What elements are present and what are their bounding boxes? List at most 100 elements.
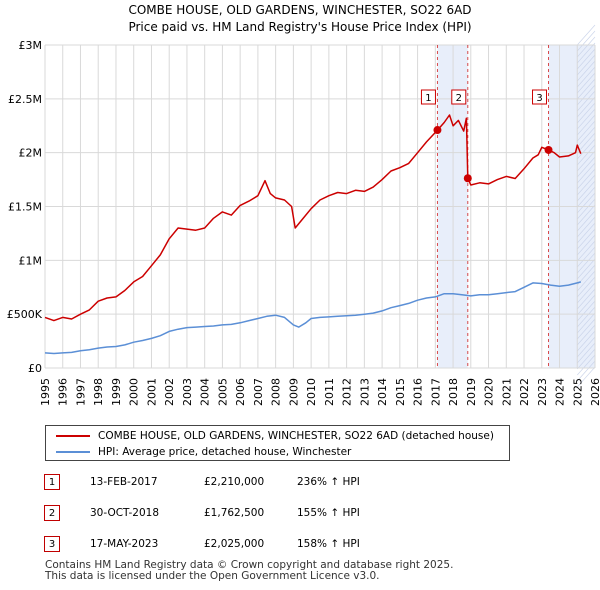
hatch-line [577,318,596,340]
hatch-line [577,204,596,226]
hatch-line [577,360,596,382]
hatch-line [577,228,596,250]
sale-points [433,126,553,183]
transaction-hpi: 236% ↑ HPI [297,476,360,488]
x-tick-label: 2010 [305,378,318,406]
hatch-line [577,234,596,256]
x-tick-label: 1996 [57,378,70,406]
chart-title: COMBE HOUSE, OLD GARDENS, WINCHESTER, SO… [128,3,471,17]
x-tick-label: 2024 [554,378,567,406]
x-tick-label: 2026 [589,378,600,406]
x-tick-label: 2002 [163,378,176,406]
x-tick-label: 2016 [412,378,425,406]
x-tick-label: 2005 [216,378,229,406]
hatch-line [577,330,596,352]
y-tick-label: £500K [7,308,43,321]
hatch-line [577,96,596,118]
hatch-line [577,120,596,142]
transaction-price: £2,210,000 [204,476,265,488]
hatch-line [577,258,596,280]
hatch-line [577,138,596,160]
transaction-price: £1,762,500 [204,507,265,519]
hatch-line [577,324,596,346]
x-tick-label: 2019 [465,378,478,406]
hatch-line [577,84,596,106]
hatch-line [577,240,596,262]
x-tick-label: 1998 [92,378,105,406]
hatch-line [577,36,596,58]
hatch-line [577,114,596,136]
sale-labels: 1 2 3 [420,89,548,105]
x-tick-label: 2003 [181,378,194,406]
y-tick-label: £3M [19,39,43,52]
hatch-line [577,180,596,202]
transaction-number: 2 [44,505,60,521]
sale-point [433,126,442,135]
sale-label-text: 1 [425,93,431,104]
hatch-line [577,288,596,310]
hatch-line [577,126,596,148]
hatch-line [577,336,596,358]
hatch-line [577,132,596,154]
hatch-line [577,348,596,370]
sale-point [544,145,553,154]
footer-copyright: Contains HM Land Registry data © Crown c… [45,559,454,571]
x-tick-label: 1997 [74,378,87,406]
hatch-line [577,282,596,304]
hatch-line [577,270,596,292]
hatch-line [577,312,596,334]
sale-label-box [451,89,467,105]
x-tick-label: 2022 [518,378,531,406]
hatch-line [577,54,596,76]
legend-item-property: COMBE HOUSE, OLD GARDENS, WINCHESTER, SO… [56,428,494,444]
hatch-line [577,210,596,232]
series-line-hpi [44,281,582,355]
hatch-line [577,174,596,196]
hatch-line [577,162,596,184]
legend: COMBE HOUSE, OLD GARDENS, WINCHESTER, SO… [45,425,510,461]
hatch-line [577,78,596,100]
x-tick-label: 2009 [287,378,300,406]
y-tick-label: £1.5M [8,201,42,214]
hatch-line [577,222,596,244]
x-tick-label: 2004 [199,378,212,406]
gridlines [44,44,596,369]
footer: Contains HM Land Registry data © Crown c… [45,560,453,582]
x-tick-label: 2000 [128,378,141,406]
transaction-number: 3 [44,536,60,552]
x-tick-label: 2012 [341,378,354,406]
legend-swatch-property [56,435,90,437]
x-tick-label: 2025 [571,378,584,406]
hatch-line [577,30,596,52]
hatch-line [577,252,596,274]
hatch-line [577,66,596,88]
y-tick-label: £2.5M [8,93,42,106]
hatch-line [577,102,596,124]
hatch-line [577,276,596,298]
hatch-line [577,108,596,130]
hatch-line [577,42,596,64]
transaction-date: 17-MAY-2023 [90,538,159,550]
x-tick-label: 2018 [447,378,460,406]
hatch-line [577,24,596,46]
hatch-line [577,366,596,388]
series-lines [44,114,582,355]
chart-subtitle: Price paid vs. HM Land Registry's House … [128,20,471,34]
price-chart: 1 2 3 £0 £500K £1M £1.5M £2M £2.5M £3M 1995 1996 19… [7,3,600,406]
x-tick-label: 2014 [376,378,389,406]
x-tick-label: 2021 [500,378,513,406]
hatch-line [577,156,596,178]
hatch-line [577,48,596,70]
x-tick-label: 2008 [270,378,283,406]
hatch-line [577,342,596,364]
legend-label-hpi: HPI: Average price, detached house, Winc… [98,446,352,458]
sale-label-box [532,89,548,105]
hatch-line [577,294,596,316]
transaction-hpi: 158% ↑ HPI [297,538,360,550]
hatch-line [577,306,596,328]
hatch-line [577,186,596,208]
hatch-line [577,168,596,190]
x-tick-label: 2006 [234,378,247,406]
transaction-price: £2,025,000 [204,538,265,550]
x-tick-label: 2020 [483,378,496,406]
